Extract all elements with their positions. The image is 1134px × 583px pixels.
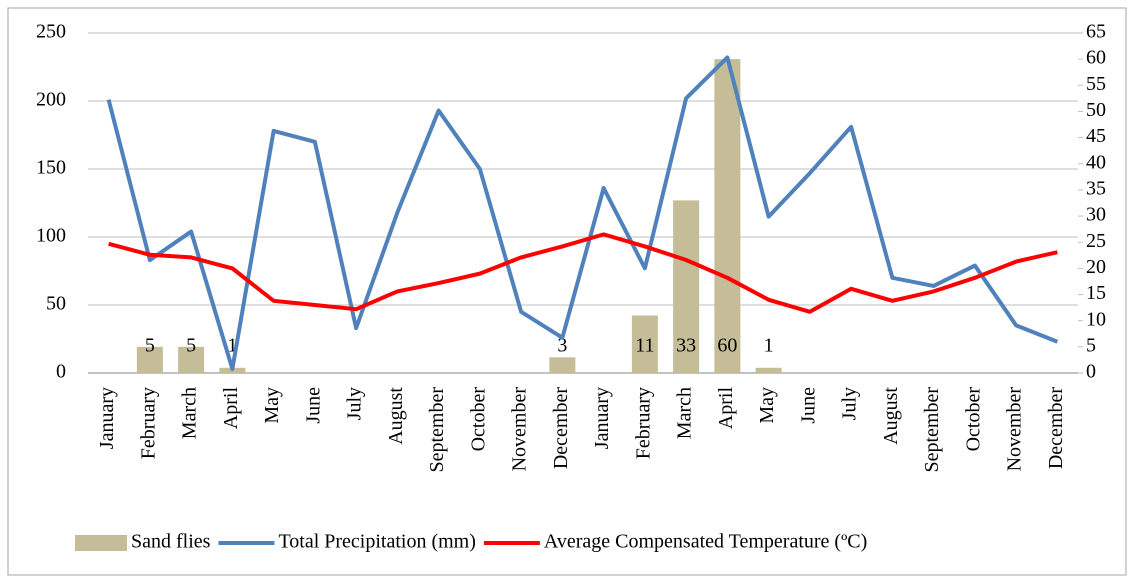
y2-tick-label: 20 bbox=[1086, 256, 1106, 278]
data-label: 33 bbox=[676, 335, 696, 357]
y-tick-label: 200 bbox=[36, 89, 66, 111]
y2-tick-label: 15 bbox=[1086, 282, 1106, 304]
x-tick-label: August bbox=[880, 387, 902, 445]
data-label: 1 bbox=[227, 335, 237, 357]
y-tick-label: 100 bbox=[36, 225, 66, 247]
legend-label: Total Precipitation (mm) bbox=[278, 531, 475, 553]
bar bbox=[755, 367, 782, 373]
line bbox=[106, 55, 1059, 371]
x-tick-label: September bbox=[426, 387, 448, 473]
y2-tick-label: 35 bbox=[1086, 178, 1106, 200]
x-tick-label: June bbox=[302, 387, 324, 424]
y2-tick-label: 55 bbox=[1086, 73, 1106, 95]
y2-tick-label: 25 bbox=[1086, 230, 1106, 252]
x-tick-label: April bbox=[220, 387, 242, 430]
y2-tick-label: 60 bbox=[1086, 47, 1106, 69]
data-label: 3 bbox=[557, 335, 567, 357]
y2-tick-label: 30 bbox=[1086, 204, 1106, 226]
bar bbox=[136, 346, 163, 373]
x-tick-label: February bbox=[137, 387, 159, 459]
x-tick-label: July bbox=[839, 387, 861, 420]
x-tick-label: May bbox=[756, 387, 778, 424]
data-label: 1 bbox=[764, 335, 774, 357]
x-tick-label: May bbox=[261, 387, 283, 424]
bar bbox=[549, 357, 576, 373]
x-tick-label: December bbox=[1045, 387, 1067, 470]
x-tick-label: November bbox=[1004, 387, 1026, 472]
legend-label: Average Compensated Temperature (ºC) bbox=[544, 531, 867, 553]
y2-tick-label: 50 bbox=[1086, 99, 1106, 121]
x-tick-label: July bbox=[344, 387, 366, 420]
y2-tick-label: 45 bbox=[1086, 125, 1106, 147]
data-label: 11 bbox=[635, 335, 654, 357]
x-tick-label: September bbox=[921, 387, 943, 473]
x-tick-label: June bbox=[797, 387, 819, 424]
legend-swatch bbox=[75, 535, 127, 551]
y-tick-label: 0 bbox=[56, 361, 66, 383]
x-tick-label: April bbox=[715, 387, 737, 430]
data-label: 5 bbox=[186, 335, 196, 357]
x-tick-label: March bbox=[179, 387, 201, 439]
bar bbox=[714, 59, 741, 374]
x-tick-label: October bbox=[467, 387, 489, 452]
x-tick-label: October bbox=[962, 387, 984, 452]
legend-label: Sand flies bbox=[131, 531, 211, 553]
x-tick-label: August bbox=[385, 387, 407, 445]
x-tick-label: January bbox=[96, 387, 118, 449]
x-tick-label: January bbox=[591, 387, 613, 449]
bar bbox=[673, 200, 700, 373]
x-tick-label: November bbox=[509, 387, 531, 472]
y-tick-label: 250 bbox=[36, 21, 66, 43]
data-label: 5 bbox=[145, 335, 155, 357]
line bbox=[108, 232, 1058, 314]
x-tick-label: March bbox=[674, 387, 696, 439]
y2-tick-label: 40 bbox=[1086, 151, 1106, 173]
x-tick-label: February bbox=[632, 387, 654, 459]
bar bbox=[631, 315, 658, 373]
y-tick-label: 50 bbox=[46, 293, 66, 315]
bar bbox=[178, 346, 205, 373]
data-label: 60 bbox=[717, 335, 737, 357]
chart-border bbox=[7, 7, 1127, 576]
y2-tick-label: 10 bbox=[1086, 308, 1106, 330]
y-tick-label: 150 bbox=[36, 157, 66, 179]
y2-tick-label: 5 bbox=[1086, 334, 1096, 356]
y2-tick-label: 0 bbox=[1086, 361, 1096, 383]
y2-tick-label: 65 bbox=[1086, 21, 1106, 43]
x-tick-label: December bbox=[550, 387, 572, 470]
